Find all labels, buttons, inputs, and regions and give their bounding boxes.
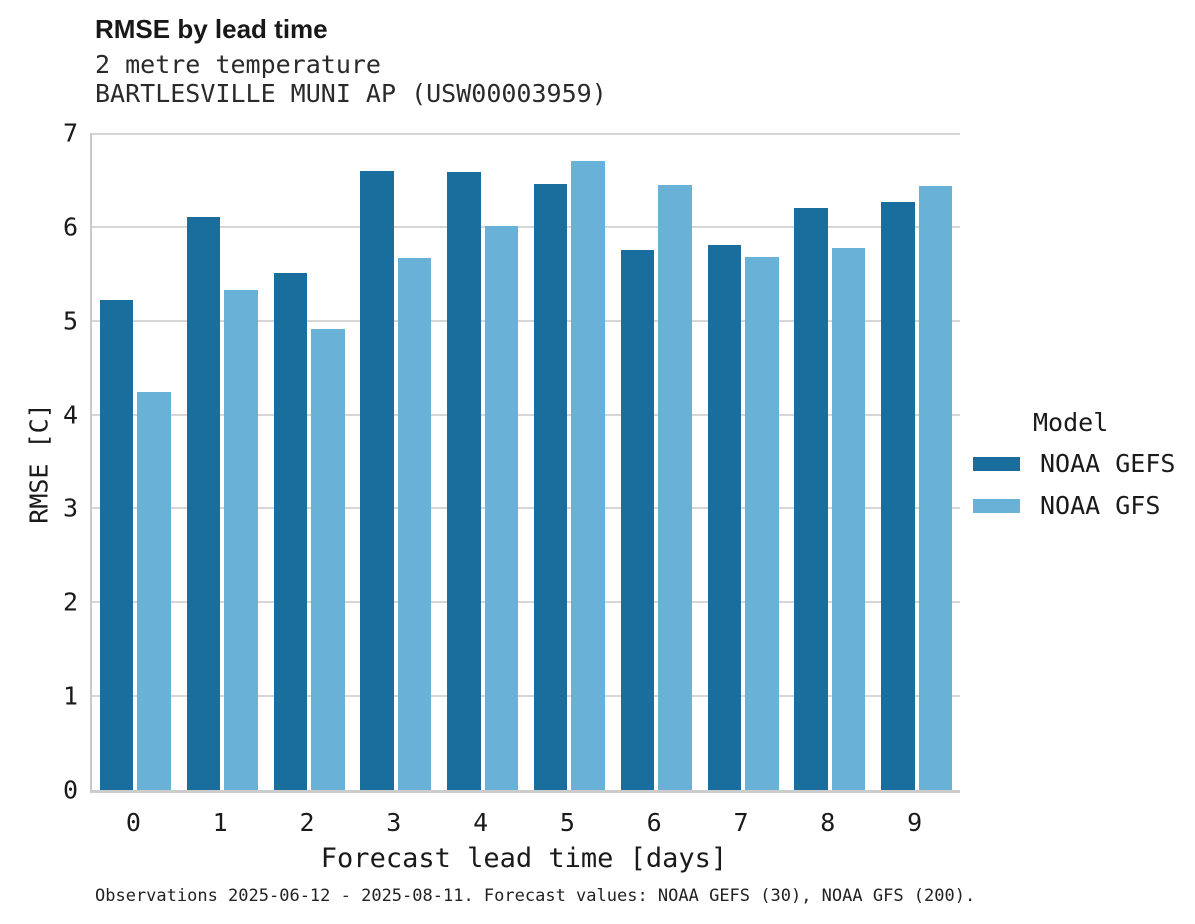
gridline-y-3 [92, 507, 960, 510]
bar-noaa-gfs-lead-0 [137, 392, 171, 790]
y-tick-label-6: 6 [62, 212, 78, 242]
gridline-y-4 [92, 413, 960, 416]
gridline-y-1 [92, 695, 960, 698]
bar-noaa-gefs-lead-0 [99, 300, 134, 790]
caption: Observations 2025-06-12 - 2025-08-11. Fo… [95, 886, 976, 906]
chart-title: RMSE by lead time [95, 14, 328, 44]
bar-noaa-gfs-lead-1 [224, 289, 258, 790]
y-tick-label-2: 2 [62, 587, 78, 617]
y-tick-label-4: 4 [62, 400, 78, 430]
legend-label: NOAA GFS [1040, 491, 1161, 520]
x-tick-label-1: 1 [212, 808, 228, 837]
bar-noaa-gefs-lead-7 [707, 244, 741, 790]
bar-noaa-gfs-lead-6 [658, 184, 692, 790]
legend-swatch-icon [973, 498, 1020, 513]
y-axis-tick-labels: 0 1 2 3 4 5 6 7 [0, 121, 78, 803]
legend-entries: NOAA GEFS NOAA GFS [973, 449, 1175, 520]
x-tick-label-3: 3 [386, 808, 402, 837]
bar-noaa-gefs-lead-8 [794, 208, 828, 790]
x-tick-label-7: 7 [733, 808, 749, 837]
legend-swatch-icon [973, 456, 1020, 471]
bar-noaa-gfs-lead-7 [745, 256, 779, 790]
bar-noaa-gefs-lead-4 [447, 172, 481, 790]
bar-noaa-gefs-lead-6 [620, 250, 655, 790]
bar-noaa-gfs-lead-3 [397, 257, 432, 790]
gridline-y-5 [92, 319, 960, 322]
legend-title: Model [1033, 408, 1109, 437]
gridline-y-2 [92, 601, 960, 604]
bar-noaa-gefs-lead-5 [533, 183, 568, 790]
x-axis-tick-labels: 0 1 2 3 4 5 6 7 8 9 [90, 806, 958, 838]
y-tick-label-3: 3 [62, 493, 78, 523]
legend-label: NOAA GEFS [1040, 449, 1176, 478]
legend-entry-noaa-gefs: NOAA GEFS [973, 449, 1175, 478]
bar-noaa-gefs-lead-3 [360, 171, 394, 790]
x-tick-label-5: 5 [559, 808, 575, 837]
bar-noaa-gefs-lead-9 [881, 201, 915, 790]
bar-noaa-gefs-lead-1 [186, 216, 221, 790]
y-tick-label-5: 5 [62, 306, 78, 336]
legend: Model NOAA GEFS NOAA GFS [973, 408, 1175, 533]
x-tick-label-0: 0 [125, 808, 141, 837]
bar-noaa-gfs-lead-4 [484, 225, 519, 790]
gridline-y-6 [92, 225, 960, 228]
x-tick-label-6: 6 [646, 808, 662, 837]
x-tick-label-4: 4 [473, 808, 489, 837]
bar-noaa-gfs-lead-8 [831, 248, 866, 790]
legend-entry-noaa-gfs: NOAA GFS [973, 491, 1175, 520]
chart-subtitle-station: BARTLESVILLE MUNI AP (USW00003959) [95, 79, 607, 108]
bar-noaa-gefs-lead-2 [273, 272, 307, 790]
plot-area [90, 133, 960, 793]
y-tick-label-0: 0 [62, 775, 78, 805]
x-tick-label-2: 2 [299, 808, 315, 837]
x-tick-label-8: 8 [820, 808, 836, 837]
bar-noaa-gfs-lead-5 [571, 161, 605, 790]
chart-subtitle-variable: 2 metre temperature [95, 50, 381, 79]
y-tick-label-7: 7 [62, 118, 78, 148]
bar-noaa-gfs-lead-9 [918, 185, 953, 790]
gridline-y-7 [92, 133, 960, 135]
bar-noaa-gfs-lead-2 [311, 329, 345, 790]
x-tick-label-9: 9 [907, 808, 923, 837]
x-axis-title: Forecast lead time [days] [320, 843, 728, 874]
y-tick-label-1: 1 [62, 681, 78, 711]
